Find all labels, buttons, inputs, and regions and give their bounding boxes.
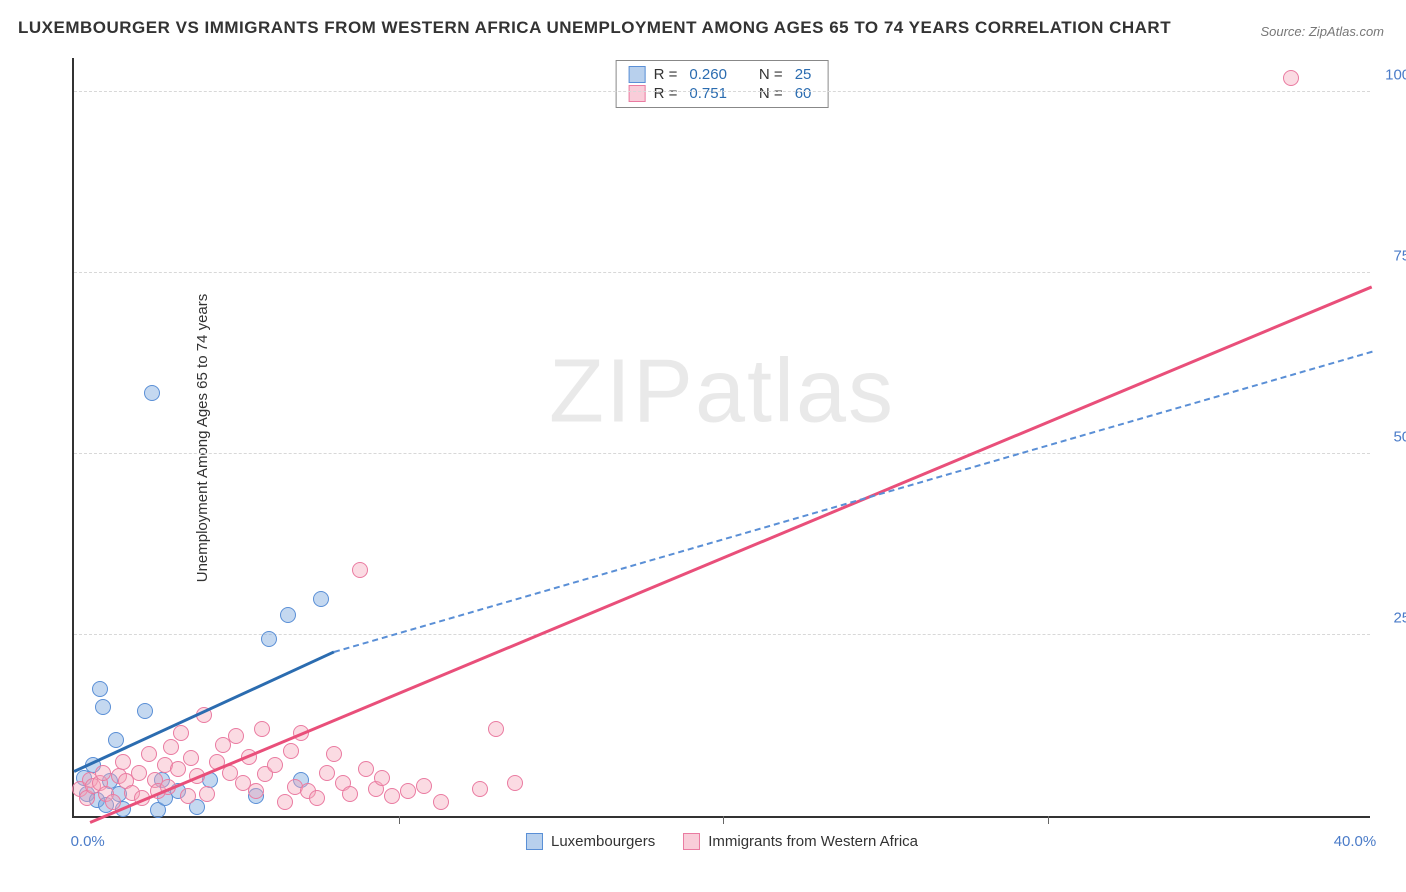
trend-line bbox=[90, 285, 1373, 823]
stat-row: R = 0.751 N = 60 bbox=[629, 84, 816, 103]
data-point bbox=[173, 725, 189, 741]
data-point bbox=[472, 781, 488, 797]
data-point bbox=[141, 746, 157, 762]
stat-n-value: 25 bbox=[795, 66, 812, 83]
y-tick-label: 75.0% bbox=[1393, 248, 1406, 265]
data-point bbox=[248, 783, 264, 799]
stat-r-value: 0.751 bbox=[689, 85, 727, 102]
x-tick-label: 40.0% bbox=[1334, 833, 1377, 850]
x-tick bbox=[399, 816, 400, 824]
data-point bbox=[170, 761, 186, 777]
data-point bbox=[92, 681, 108, 697]
data-point bbox=[137, 703, 153, 719]
data-point bbox=[267, 757, 283, 773]
stat-r-label: R = bbox=[654, 85, 678, 102]
data-point bbox=[319, 765, 335, 781]
data-point bbox=[342, 786, 358, 802]
data-point bbox=[115, 754, 131, 770]
data-point bbox=[507, 775, 523, 791]
y-tick-label: 50.0% bbox=[1393, 429, 1406, 446]
legend-label: Luxembourgers bbox=[551, 833, 655, 850]
legend-item: Luxembourgers bbox=[526, 833, 655, 850]
correlation-stats-box: R = 0.260 N = 25 R = 0.751 N = 60 bbox=[616, 60, 829, 108]
plot-area: ZIPatlas R =0.260N =25R =0.751N =60 Luxe… bbox=[72, 58, 1370, 818]
data-point bbox=[416, 778, 432, 794]
data-point bbox=[384, 788, 400, 804]
data-point bbox=[228, 728, 244, 744]
data-point bbox=[326, 746, 342, 762]
stat-r-value: 0.260 bbox=[689, 66, 727, 83]
data-point bbox=[358, 761, 374, 777]
data-point bbox=[1283, 70, 1299, 86]
legend-label: Immigrants from Western Africa bbox=[708, 833, 918, 850]
y-tick-label: 25.0% bbox=[1393, 610, 1406, 627]
swatch-icon bbox=[683, 833, 700, 850]
trend-line bbox=[333, 351, 1372, 653]
data-point bbox=[277, 794, 293, 810]
data-point bbox=[183, 750, 199, 766]
data-point bbox=[374, 770, 390, 786]
legend: Luxembourgers Immigrants from Western Afr… bbox=[526, 833, 918, 850]
data-point bbox=[400, 783, 416, 799]
data-point bbox=[283, 743, 299, 759]
data-point bbox=[105, 794, 121, 810]
swatch-icon bbox=[629, 85, 646, 102]
x-tick-label: 0.0% bbox=[71, 833, 105, 850]
data-point bbox=[261, 631, 277, 647]
y-tick-label: 100.0% bbox=[1385, 67, 1406, 84]
stat-n-value: 60 bbox=[795, 85, 812, 102]
chart-container: Unemployment Among Ages 65 to 74 years Z… bbox=[50, 58, 1370, 818]
data-point bbox=[180, 788, 196, 804]
data-point bbox=[95, 765, 111, 781]
stat-r-label: R = bbox=[654, 66, 678, 83]
stat-n-label: N = bbox=[759, 66, 783, 83]
gridline-h bbox=[74, 91, 1370, 92]
stat-row: R = 0.260 N = 25 bbox=[629, 65, 816, 84]
data-point bbox=[433, 794, 449, 810]
swatch-icon bbox=[629, 66, 646, 83]
data-point bbox=[280, 607, 296, 623]
gridline-h bbox=[74, 272, 1370, 273]
watermark: ZIPatlas bbox=[549, 340, 895, 443]
source-attribution: Source: ZipAtlas.com bbox=[1260, 24, 1384, 39]
data-point bbox=[199, 786, 215, 802]
swatch-icon bbox=[526, 833, 543, 850]
data-point bbox=[95, 699, 111, 715]
x-tick bbox=[723, 816, 724, 824]
data-point bbox=[254, 721, 270, 737]
data-point bbox=[144, 385, 160, 401]
data-point bbox=[108, 732, 124, 748]
data-point bbox=[309, 790, 325, 806]
data-point bbox=[488, 721, 504, 737]
stat-n-label: N = bbox=[759, 85, 783, 102]
chart-title: LUXEMBOURGER VS IMMIGRANTS FROM WESTERN … bbox=[18, 18, 1171, 38]
x-tick bbox=[1048, 816, 1049, 824]
data-point bbox=[131, 765, 147, 781]
data-point bbox=[352, 562, 368, 578]
legend-item: Immigrants from Western Africa bbox=[683, 833, 918, 850]
data-point bbox=[313, 591, 329, 607]
data-point bbox=[163, 739, 179, 755]
gridline-h bbox=[74, 453, 1370, 454]
